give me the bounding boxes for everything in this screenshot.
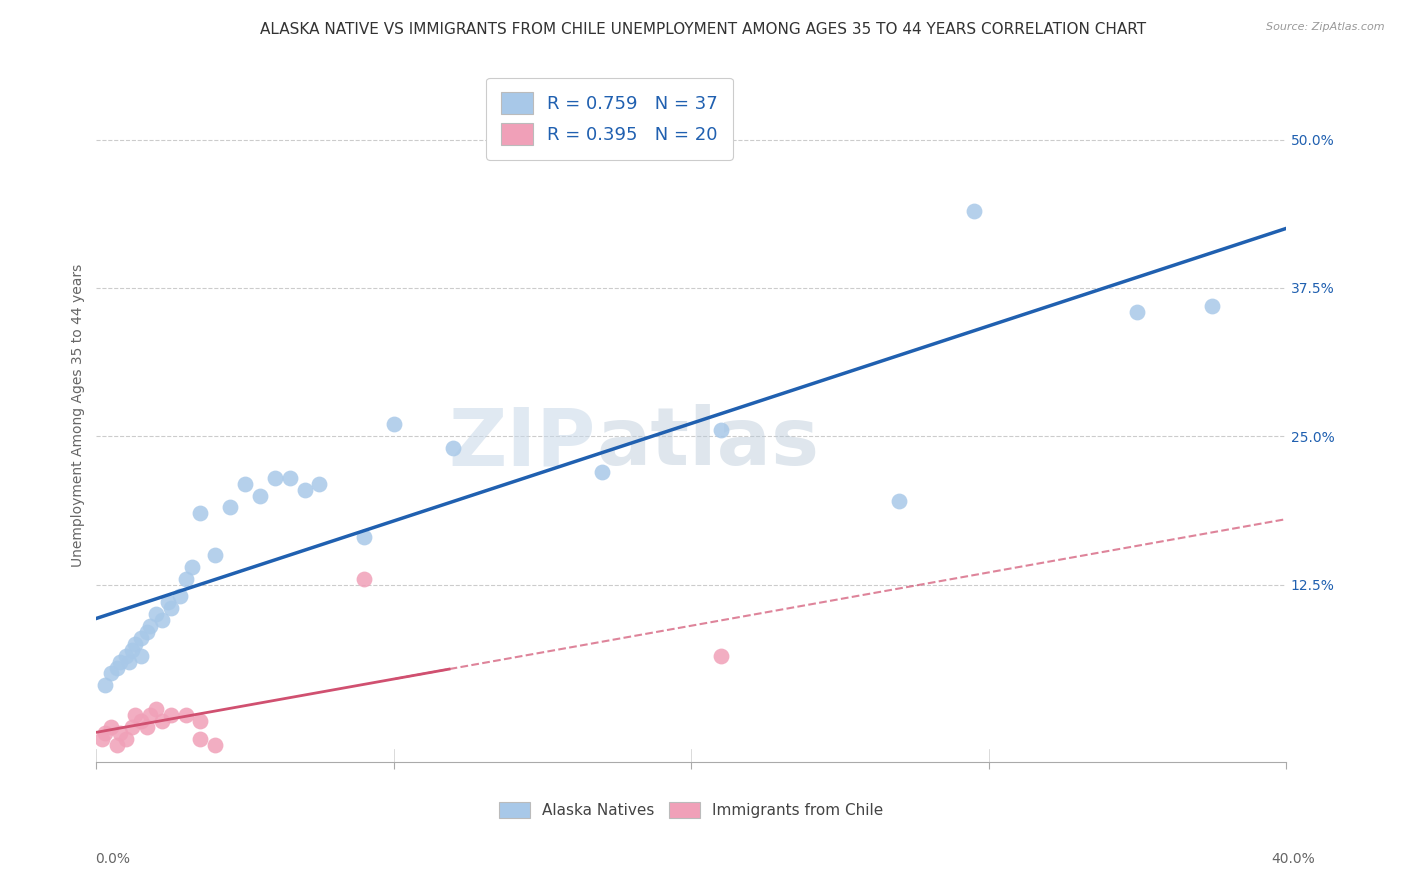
- Point: [1201, 299, 1223, 313]
- Text: Source: ZipAtlas.com: Source: ZipAtlas.com: [1267, 22, 1385, 32]
- Point: [249, 489, 271, 503]
- Text: atlas: atlas: [596, 404, 820, 483]
- Point: [353, 572, 375, 586]
- Point: [129, 648, 152, 663]
- Point: [180, 559, 202, 574]
- Point: [591, 465, 613, 479]
- Text: ZIP: ZIP: [449, 404, 596, 483]
- Y-axis label: Unemployment Among Ages 35 to 44 years: Unemployment Among Ages 35 to 44 years: [72, 264, 86, 567]
- Point: [382, 417, 405, 432]
- Point: [139, 708, 162, 723]
- Point: [353, 530, 375, 544]
- Point: [91, 731, 114, 746]
- Point: [278, 471, 301, 485]
- Point: [233, 476, 256, 491]
- Point: [150, 613, 173, 627]
- Point: [204, 548, 226, 562]
- Point: [121, 642, 143, 657]
- Point: [710, 423, 733, 437]
- Point: [889, 494, 911, 508]
- Point: [121, 720, 143, 734]
- Legend: Alaska Natives, Immigrants from Chile: Alaska Natives, Immigrants from Chile: [494, 796, 890, 824]
- Point: [294, 483, 316, 497]
- Point: [135, 720, 157, 734]
- Point: [710, 648, 733, 663]
- Point: [190, 731, 212, 746]
- Point: [159, 708, 181, 723]
- Point: [174, 708, 197, 723]
- Point: [115, 731, 138, 746]
- Point: [108, 726, 131, 740]
- Point: [174, 572, 197, 586]
- Point: [94, 726, 117, 740]
- Point: [190, 506, 212, 520]
- Point: [105, 660, 128, 674]
- Point: [139, 619, 162, 633]
- Text: ALASKA NATIVE VS IMMIGRANTS FROM CHILE UNEMPLOYMENT AMONG AGES 35 TO 44 YEARS CO: ALASKA NATIVE VS IMMIGRANTS FROM CHILE U…: [260, 22, 1146, 37]
- Text: 40.0%: 40.0%: [1271, 852, 1316, 866]
- Point: [150, 714, 173, 728]
- Point: [108, 655, 131, 669]
- Point: [135, 624, 157, 639]
- Point: [156, 595, 179, 609]
- Point: [129, 714, 152, 728]
- Point: [115, 648, 138, 663]
- Point: [105, 738, 128, 752]
- Point: [963, 203, 986, 218]
- Point: [145, 702, 167, 716]
- Point: [124, 637, 146, 651]
- Point: [204, 738, 226, 752]
- Point: [94, 678, 117, 692]
- Text: 0.0%: 0.0%: [96, 852, 129, 866]
- Point: [100, 720, 122, 734]
- Point: [159, 601, 181, 615]
- Point: [118, 655, 141, 669]
- Point: [263, 471, 285, 485]
- Point: [219, 500, 242, 515]
- Point: [308, 476, 330, 491]
- Point: [190, 714, 212, 728]
- Point: [145, 607, 167, 622]
- Point: [441, 441, 464, 455]
- Point: [169, 590, 191, 604]
- Point: [124, 708, 146, 723]
- Point: [100, 666, 122, 681]
- Point: [1126, 304, 1149, 318]
- Point: [129, 631, 152, 645]
